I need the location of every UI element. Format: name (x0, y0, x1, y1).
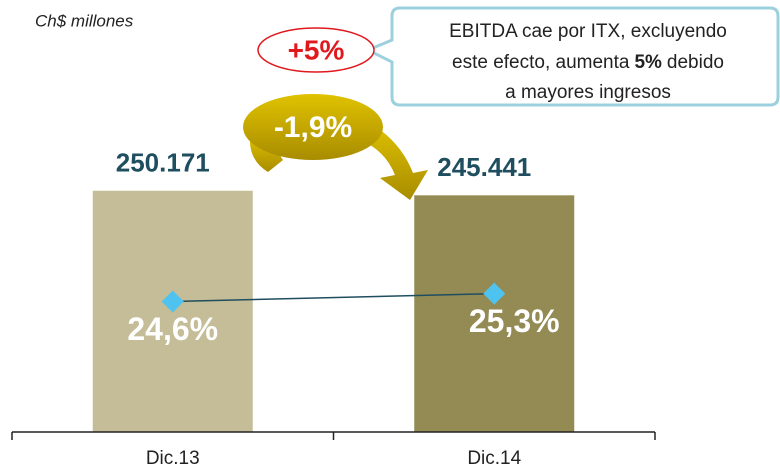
callout-bold: 5% (634, 52, 662, 73)
bar-value-label: 250.171 (116, 148, 210, 178)
callout-text: este efecto, aumenta (452, 52, 630, 73)
change-ellipse (243, 94, 383, 160)
subtitle: Ch$ millones (35, 11, 134, 30)
bar-value-label: 245.441 (437, 152, 531, 182)
margin-label: 24,6% (127, 311, 218, 347)
callout-box (364, 6, 780, 107)
bar (414, 195, 575, 432)
adjusted-ellipse (257, 27, 375, 73)
arrow-head (360, 122, 428, 200)
margin-marker (483, 282, 506, 305)
change-label: -1,9% (274, 111, 352, 144)
x-tick-label: Dic.13 (146, 448, 200, 467)
callout-text: debido (667, 52, 724, 73)
margin-label: 25,3% (469, 303, 560, 339)
x-tick-label: Dic.14 (467, 448, 521, 467)
margin-marker (161, 290, 184, 313)
callout-line: EBITDA cae por ITX, excluyendo (449, 21, 727, 42)
callout-line: a mayores ingresos (505, 82, 671, 103)
adjusted-label: +5% (288, 34, 345, 65)
margin-line (172, 292, 495, 303)
callout-line: este efecto, aumenta 5% debido (452, 52, 724, 73)
